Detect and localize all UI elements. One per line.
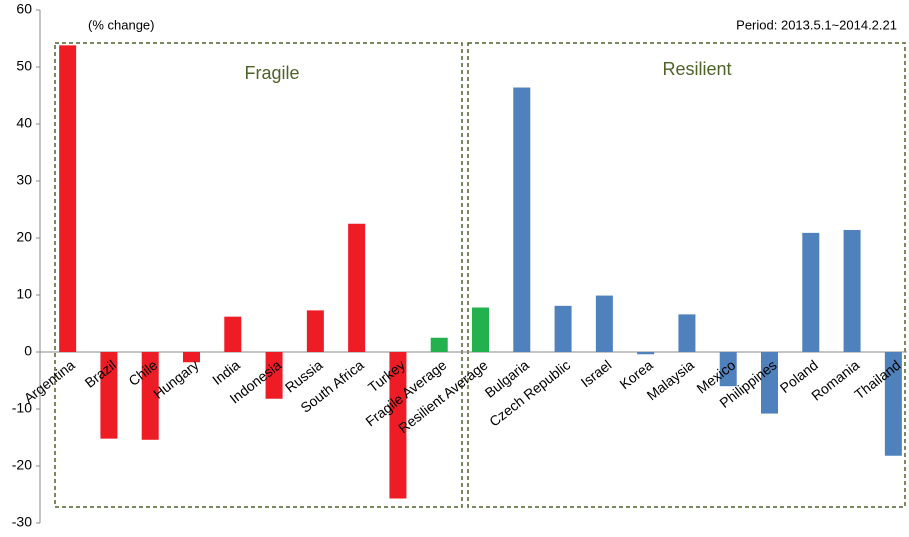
- bar: [637, 352, 655, 355]
- period-label: Period: 2013.5.1~2014.2.21: [736, 17, 897, 32]
- x-tick-label: Argentina: [21, 357, 78, 407]
- bar: [843, 230, 861, 352]
- y-tick-label: -20: [12, 457, 32, 473]
- bar: [802, 232, 820, 352]
- x-tick-label: Malaysia: [644, 357, 698, 404]
- bar: [472, 307, 489, 352]
- y-tick-label: 40: [16, 115, 32, 131]
- bar: [183, 352, 200, 363]
- group-label: Fragile: [244, 63, 299, 83]
- bar: [389, 352, 407, 499]
- y-tick-label: -30: [12, 514, 32, 530]
- group-label: Resilient: [662, 59, 731, 79]
- bar: [513, 87, 531, 353]
- bar: [554, 305, 572, 352]
- y-tick-label: 10: [16, 286, 32, 302]
- bar: [306, 310, 324, 352]
- fragile-box: [54, 42, 463, 508]
- bar: [100, 352, 118, 439]
- bar: [141, 352, 159, 440]
- bar: [430, 337, 448, 352]
- unit-label: (% change): [88, 17, 154, 32]
- bar: [265, 352, 283, 399]
- x-tick-label: India: [209, 357, 243, 388]
- y-tick-label: 20: [16, 229, 32, 245]
- x-tick-label: Israel: [578, 357, 615, 391]
- bar: [719, 352, 737, 387]
- bar: [761, 352, 778, 414]
- y-tick-label: 60: [16, 1, 32, 17]
- bar: [348, 223, 366, 352]
- y-tick-label: 50: [16, 58, 32, 74]
- y-tick-label: 30: [16, 172, 32, 188]
- bar: [59, 45, 77, 353]
- bar: [224, 316, 242, 352]
- y-tick-label: -10: [12, 400, 32, 416]
- bar: [678, 314, 696, 352]
- bar: [884, 352, 902, 456]
- y-tick-label: 0: [24, 343, 32, 359]
- resilient-box: [467, 42, 906, 508]
- bar: [595, 295, 613, 352]
